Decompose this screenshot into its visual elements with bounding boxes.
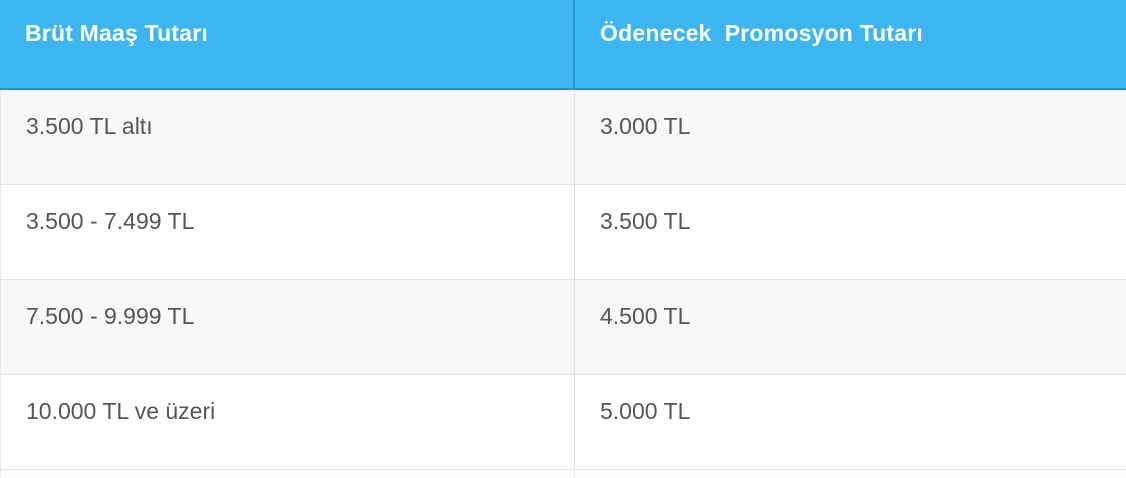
cell-promosyon: 3.500 TL	[600, 208, 691, 234]
header-cell-brut-maas: Brüt Maaş Tutarı	[0, 0, 575, 88]
cell-brut-maas: 3.500 - 7.499 TL	[1, 185, 575, 279]
cell-brut-maas: 7.500 - 9.999 TL	[1, 280, 575, 374]
table-row: 10.000 TL ve üzeri 5.000 TL	[0, 375, 1126, 470]
sliver-cell	[1, 470, 575, 478]
cell-brut-maas: 10.000 TL ve üzeri	[1, 375, 575, 469]
cell-promosyon: 4.500 TL	[600, 303, 691, 329]
header-cell-promosyon: Ödenecek Promosyon Tutarı	[600, 20, 924, 46]
table-row: 3.500 TL altı 3.000 TL	[0, 90, 1126, 185]
table-bottom-sliver	[0, 470, 1126, 478]
table-header-row: Brüt Maaş Tutarı Ödenecek Promosyon Tuta…	[0, 0, 1126, 90]
cell-promosyon: 5.000 TL	[600, 398, 691, 424]
table-row: 7.500 - 9.999 TL 4.500 TL	[0, 280, 1126, 375]
cell-promosyon: 3.000 TL	[600, 113, 691, 139]
sliver-cell	[575, 470, 1126, 478]
table-row: 3.500 - 7.499 TL 3.500 TL	[0, 185, 1126, 280]
cell-brut-maas: 3.500 TL altı	[1, 90, 575, 184]
